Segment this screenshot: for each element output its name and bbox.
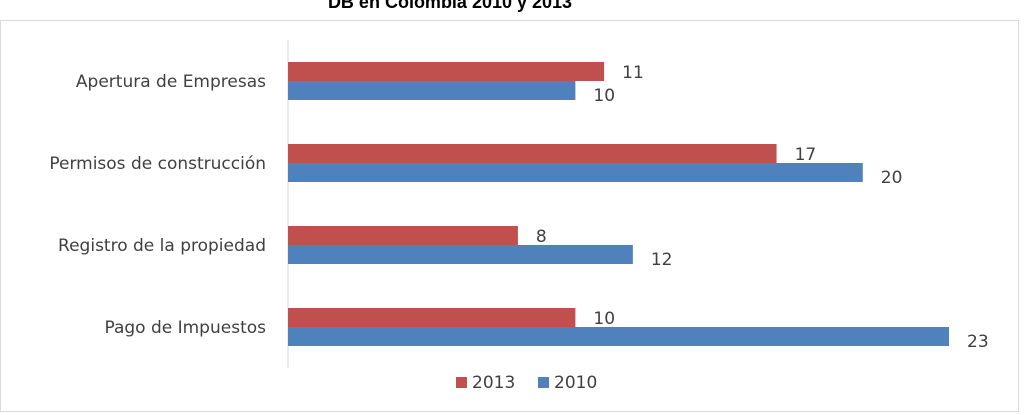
data-label: 10 — [593, 86, 615, 106]
data-label: 8 — [536, 227, 547, 247]
bar-2010 — [288, 327, 949, 346]
bar-2010 — [288, 163, 863, 182]
category-label: Permisos de construcción — [49, 154, 266, 174]
bar-2010 — [288, 245, 633, 264]
legend-label: 2013 — [472, 373, 515, 393]
data-label: 12 — [651, 250, 673, 270]
bar-2013 — [288, 62, 605, 81]
category-label: Registro de la propiedad — [58, 236, 266, 256]
bar-2010 — [288, 81, 576, 100]
legend-label: 2010 — [554, 373, 597, 393]
category-label: Pago de Impuestos — [104, 318, 266, 338]
legend-swatch-2010 — [538, 377, 549, 388]
chart-frame — [0, 20, 1019, 412]
category-label: Apertura de Empresas — [76, 72, 266, 92]
data-label: 20 — [881, 168, 903, 188]
bar-2013 — [288, 308, 576, 327]
bar-2013 — [288, 226, 518, 245]
data-label: 11 — [622, 63, 644, 83]
data-label: 23 — [967, 332, 989, 352]
chart-title: DB en Colombia 2010 y 2013 — [327, 0, 573, 12]
legend-swatch-2013 — [456, 377, 467, 388]
bar-2013 — [288, 144, 777, 163]
data-label: 10 — [593, 309, 615, 329]
data-label: 17 — [795, 145, 817, 165]
